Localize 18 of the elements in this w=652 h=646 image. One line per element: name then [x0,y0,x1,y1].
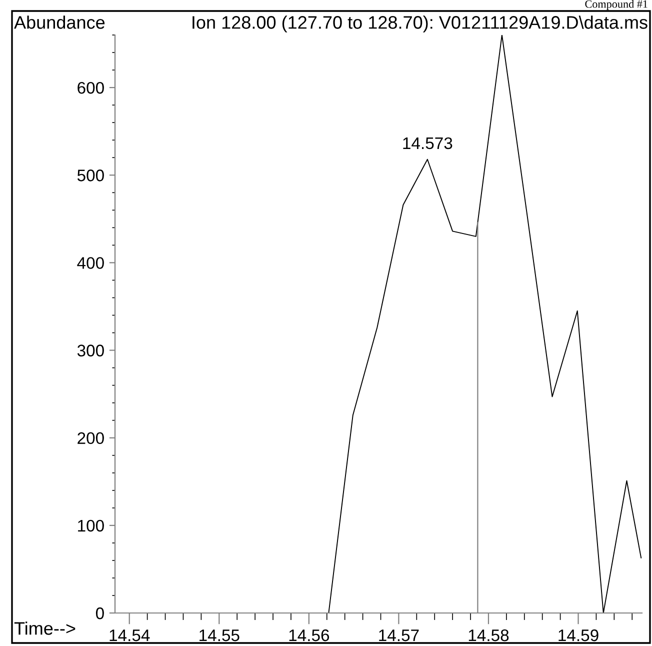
x-tick-label: 14.55 [200,630,240,642]
x-axis-title: Time--> [14,622,76,635]
y-tick-label: 300 [77,344,104,356]
text: Compound #1 [585,0,648,10]
annotation: 14.573 [403,137,452,150]
y-tick-label: 400 [77,257,104,269]
x-tick-label: 14.59 [558,629,598,642]
chart-title: Ion 128.00 (127.70 to 128.70): V01211129A19.D\data.ms [192,16,648,32]
y-tick-label: 0 [96,607,104,620]
x-tick-label: 14.56 [289,629,330,642]
x-tick-label: 14.57 [379,630,419,642]
y-axis-title: Abundance [14,16,105,29]
y-tick-label: 500 [77,170,104,182]
y-tick-label: 100 [78,520,104,532]
x-tick-label: 14.54 [110,630,150,642]
y-tick-label: 600 [78,82,104,94]
y-tick-label: 200 [78,432,104,444]
x-tick-label: 14.58 [468,629,509,642]
